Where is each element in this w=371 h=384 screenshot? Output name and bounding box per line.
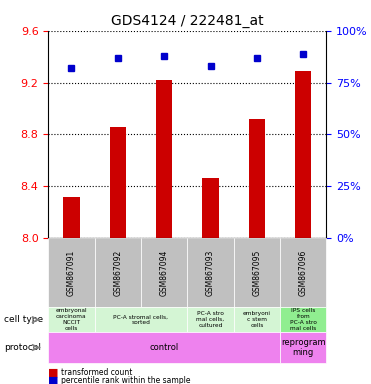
Title: GDS4124 / 222481_at: GDS4124 / 222481_at <box>111 14 264 28</box>
Text: cell type: cell type <box>4 315 43 324</box>
Text: ■: ■ <box>48 375 59 384</box>
Text: PC-A stromal cells,
sorted: PC-A stromal cells, sorted <box>114 314 168 325</box>
Text: reprogram
ming: reprogram ming <box>281 338 326 357</box>
Bar <box>249 119 265 238</box>
Text: PC-A stro
mal cells,
cultured: PC-A stro mal cells, cultured <box>197 311 224 328</box>
Bar <box>63 197 79 238</box>
Text: embryoni
c stem
cells: embryoni c stem cells <box>243 311 271 328</box>
Text: ■: ■ <box>48 367 59 377</box>
Text: embryonal
carcinoma
NCCIT
cells: embryonal carcinoma NCCIT cells <box>56 308 87 331</box>
Text: percentile rank within the sample: percentile rank within the sample <box>61 376 191 384</box>
Text: GSM867091: GSM867091 <box>67 250 76 296</box>
Bar <box>156 80 172 238</box>
Bar <box>110 127 126 238</box>
Text: protocol: protocol <box>4 343 41 352</box>
Text: control: control <box>150 343 179 352</box>
Text: GSM867096: GSM867096 <box>299 250 308 296</box>
Bar <box>295 71 311 238</box>
Text: GSM867093: GSM867093 <box>206 250 215 296</box>
Text: IPS cells
from
PC-A stro
mal cells: IPS cells from PC-A stro mal cells <box>290 308 317 331</box>
Text: GSM867095: GSM867095 <box>252 250 262 296</box>
Text: transformed count: transformed count <box>61 368 132 377</box>
Text: GSM867092: GSM867092 <box>113 250 122 296</box>
Bar <box>203 179 219 238</box>
Text: GSM867094: GSM867094 <box>160 250 169 296</box>
